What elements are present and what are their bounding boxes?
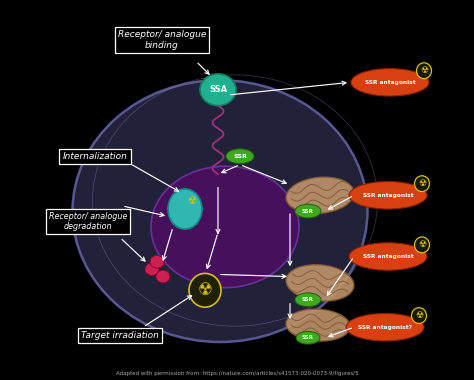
Ellipse shape: [286, 177, 354, 214]
Ellipse shape: [150, 255, 164, 268]
Text: SSR: SSR: [302, 335, 314, 340]
Text: SSR antagonist?: SSR antagonist?: [358, 325, 412, 330]
Text: ☢: ☢: [418, 179, 426, 188]
Ellipse shape: [414, 237, 429, 253]
Ellipse shape: [145, 263, 159, 276]
Text: SSR: SSR: [302, 209, 314, 214]
Text: SSR antagonist: SSR antagonist: [363, 254, 413, 259]
Ellipse shape: [286, 309, 350, 341]
Ellipse shape: [295, 293, 321, 307]
Ellipse shape: [414, 176, 429, 192]
Ellipse shape: [349, 243, 427, 270]
Ellipse shape: [417, 63, 431, 79]
Ellipse shape: [411, 308, 427, 323]
Text: Target irradiation: Target irradiation: [81, 331, 159, 340]
Text: Receptor/ analogue
binding: Receptor/ analogue binding: [118, 30, 206, 50]
Ellipse shape: [286, 265, 354, 301]
Ellipse shape: [296, 331, 320, 344]
Text: Internalization: Internalization: [63, 152, 128, 161]
Ellipse shape: [156, 270, 170, 283]
Ellipse shape: [351, 69, 429, 96]
Text: ☢: ☢: [418, 241, 426, 249]
Ellipse shape: [226, 149, 254, 164]
Ellipse shape: [346, 314, 424, 341]
Ellipse shape: [73, 80, 367, 342]
Text: ☢: ☢: [198, 281, 212, 299]
Ellipse shape: [151, 166, 299, 288]
Ellipse shape: [200, 74, 236, 106]
Ellipse shape: [189, 273, 221, 307]
Text: ☢: ☢: [420, 66, 428, 75]
Text: ☢: ☢: [187, 196, 197, 206]
Text: ☢: ☢: [415, 311, 423, 320]
Text: SSR: SSR: [233, 154, 247, 159]
Text: SSR antagonist: SSR antagonist: [365, 80, 415, 85]
Ellipse shape: [168, 189, 202, 229]
Ellipse shape: [349, 182, 427, 209]
Text: SSR: SSR: [302, 297, 314, 302]
Text: SSA: SSA: [209, 85, 227, 94]
Text: Receptor/ analogue
degradation: Receptor/ analogue degradation: [49, 212, 127, 231]
Text: SSR antagonist: SSR antagonist: [363, 193, 413, 198]
Text: Adapted with permission from: https://nature.com/articles/s41573-020-0073-9/figu: Adapted with permission from: https://na…: [116, 371, 358, 376]
Ellipse shape: [295, 204, 321, 218]
